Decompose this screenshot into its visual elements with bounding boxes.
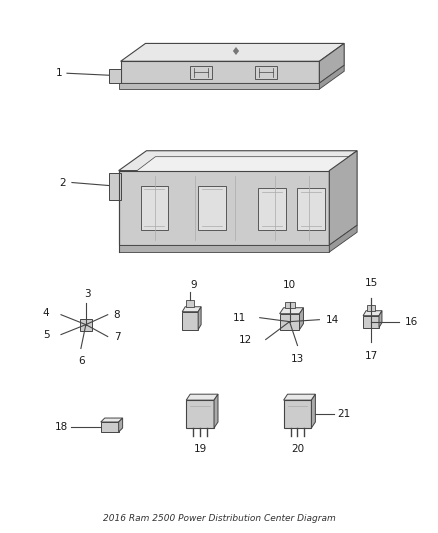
Polygon shape <box>186 394 218 400</box>
Text: 2: 2 <box>60 177 66 188</box>
Polygon shape <box>198 307 201 329</box>
Polygon shape <box>182 307 201 312</box>
Polygon shape <box>379 311 382 328</box>
Polygon shape <box>319 43 344 83</box>
Polygon shape <box>119 83 319 89</box>
Polygon shape <box>363 311 382 316</box>
Polygon shape <box>279 314 300 329</box>
Polygon shape <box>131 157 349 175</box>
Text: 14: 14 <box>325 314 339 325</box>
Polygon shape <box>186 400 214 428</box>
Polygon shape <box>283 400 311 428</box>
Polygon shape <box>311 394 315 428</box>
Polygon shape <box>101 418 123 422</box>
Polygon shape <box>120 61 319 83</box>
Text: 11: 11 <box>233 313 246 322</box>
Text: 4: 4 <box>43 308 49 318</box>
Text: 8: 8 <box>114 310 120 320</box>
Polygon shape <box>214 394 218 428</box>
Polygon shape <box>141 185 168 230</box>
Polygon shape <box>182 312 198 329</box>
Text: 1: 1 <box>56 68 62 78</box>
Polygon shape <box>300 308 304 329</box>
Polygon shape <box>329 225 357 252</box>
Polygon shape <box>279 308 304 314</box>
Polygon shape <box>198 185 226 230</box>
Text: 15: 15 <box>364 278 378 288</box>
Text: 7: 7 <box>114 332 120 342</box>
Polygon shape <box>119 151 357 171</box>
Text: 10: 10 <box>283 280 296 290</box>
Polygon shape <box>319 65 344 89</box>
Text: 2016 Ram 2500 Power Distribution Center Diagram: 2016 Ram 2500 Power Distribution Center … <box>102 514 336 523</box>
Text: 13: 13 <box>291 354 304 365</box>
Text: 12: 12 <box>239 335 252 344</box>
Text: 18: 18 <box>54 422 67 432</box>
Text: 6: 6 <box>78 357 85 366</box>
Polygon shape <box>119 418 123 432</box>
Polygon shape <box>190 66 212 79</box>
Text: ♦: ♦ <box>230 47 240 58</box>
Text: 3: 3 <box>85 289 91 299</box>
Polygon shape <box>367 305 375 311</box>
Polygon shape <box>119 171 329 245</box>
Text: 19: 19 <box>194 444 207 454</box>
Polygon shape <box>258 189 286 230</box>
Polygon shape <box>283 394 315 400</box>
Polygon shape <box>119 245 329 252</box>
Text: 16: 16 <box>405 317 418 327</box>
Polygon shape <box>329 151 357 245</box>
Polygon shape <box>297 189 325 230</box>
Text: 17: 17 <box>364 351 378 361</box>
Polygon shape <box>120 43 344 61</box>
Polygon shape <box>109 173 120 200</box>
Polygon shape <box>109 69 120 83</box>
Polygon shape <box>285 302 294 308</box>
Polygon shape <box>101 422 119 432</box>
Polygon shape <box>255 66 277 79</box>
Text: 9: 9 <box>191 280 198 290</box>
Polygon shape <box>363 316 379 328</box>
Text: 20: 20 <box>291 444 304 454</box>
Text: 5: 5 <box>43 329 49 340</box>
Polygon shape <box>186 300 194 307</box>
Polygon shape <box>80 319 92 330</box>
Text: 21: 21 <box>337 409 350 419</box>
